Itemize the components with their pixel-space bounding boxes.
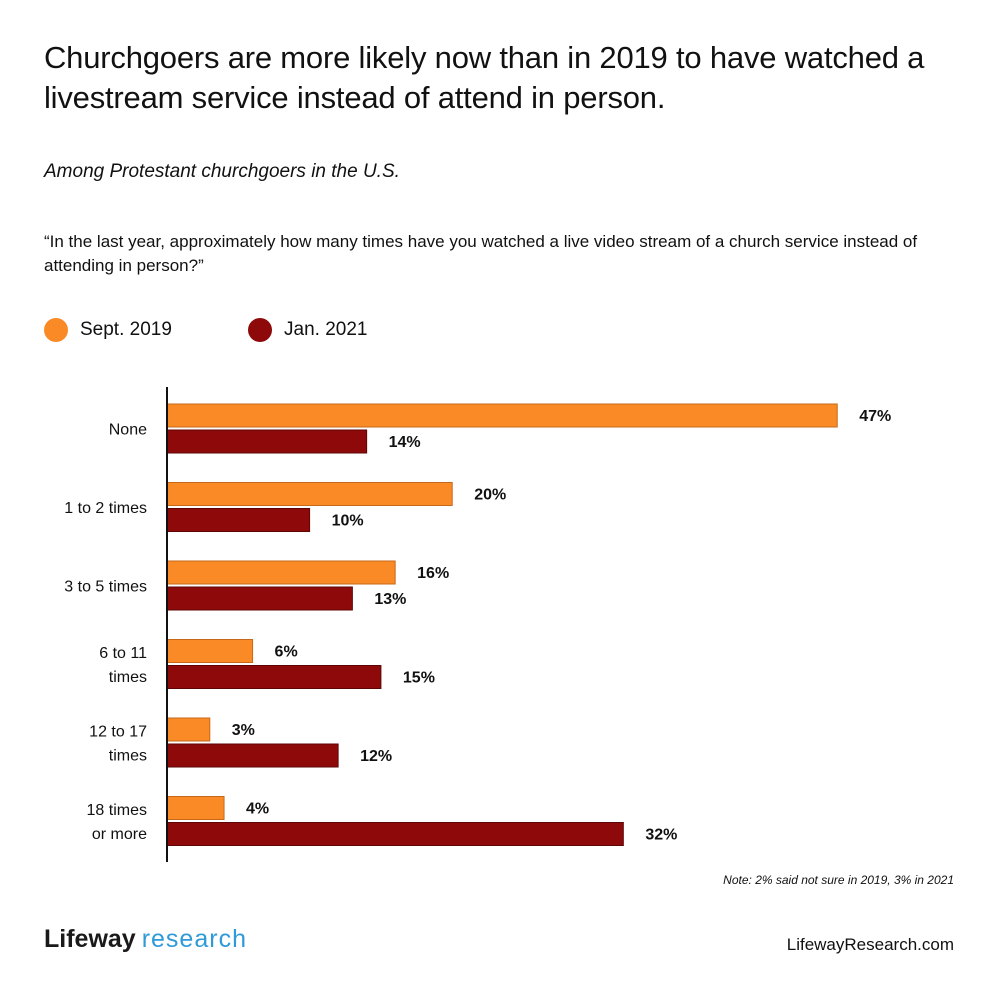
bar-jan-2021 [166,822,624,846]
value-label: 10% [332,513,364,530]
logo-text-research: research [141,925,247,953]
category-label: 12 to 17 times [89,724,147,765]
chart-title: Churchgoers are more likely now than in … [44,40,925,115]
bar-jan-2021 [166,508,311,532]
legend-label-jan-2021: Jan. 2021 [284,319,368,340]
logo-text-lifeway: Lifeway [44,925,136,953]
bar-jan-2021 [166,429,368,454]
bar-sept-2019 [166,482,453,506]
value-label: 4% [246,801,269,818]
website-url: LifewayResearch.com [786,935,954,954]
legend-swatch-sept-2019 [44,318,68,342]
bar-jan-2021 [166,586,353,611]
footnote: Note: 2% said not sure in 2019, 3% in 20… [723,873,954,887]
lifeway-research-logo: Lifeway research [44,925,247,954]
legend-item-jan-2021: Jan. 2021 [248,318,367,342]
value-label: 16% [417,565,449,582]
value-label: 12% [360,748,392,765]
bar-sept-2019 [166,639,254,663]
value-label: 15% [403,670,435,687]
bar-chart: None 47% 14% 1 to 2 times 20% 10% 3 to 5 times… [64,387,891,862]
legend-swatch-jan-2021 [248,318,272,342]
value-label: 13% [374,591,406,608]
bar-sept-2019 [166,796,225,820]
value-label: 6% [275,644,298,661]
value-label: 32% [645,827,677,844]
value-label: 14% [389,434,421,451]
bar-sept-2019 [166,717,211,742]
category-label: 1 to 2 times [64,500,147,517]
bar-jan-2021 [166,665,382,689]
value-label: 20% [474,487,506,504]
chart-subtitle: Among Protestant churchgoers in the U.S. [44,161,400,182]
legend-item-sept-2019: Sept. 2019 [44,318,172,342]
category-label: 3 to 5 times [64,579,147,596]
category-label: 18 times or more [87,802,148,843]
bar-sept-2019 [166,403,838,428]
value-label: 47% [859,408,891,425]
value-label: 3% [232,722,255,739]
legend-label-sept-2019: Sept. 2019 [80,319,172,340]
category-label: None [109,422,147,439]
survey-question: “In the last year, approximately how man… [44,232,918,275]
bar-sept-2019 [166,560,396,585]
category-label: 6 to 11 times [99,645,147,686]
bar-jan-2021 [166,743,339,768]
